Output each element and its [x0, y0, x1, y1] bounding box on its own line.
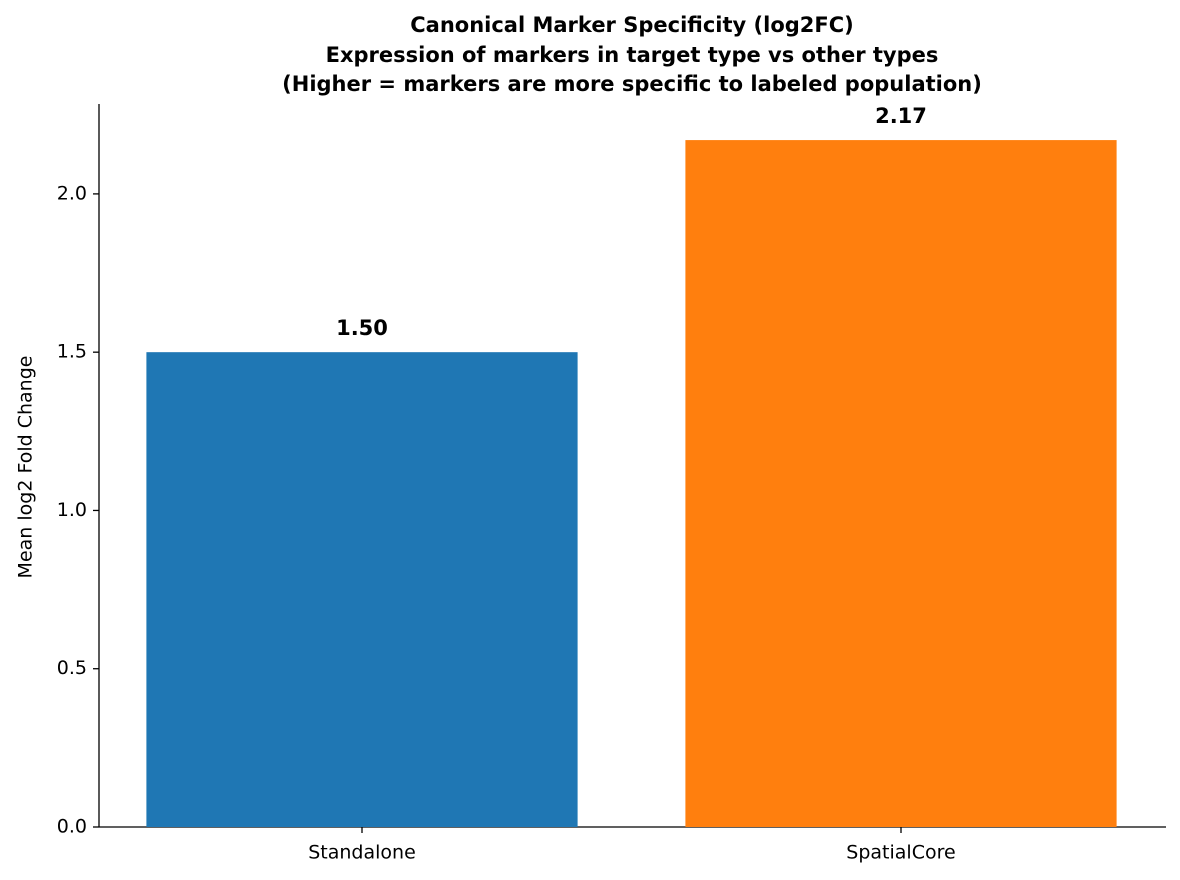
chart-subtitle: Expression of markers in target type vs … [326, 43, 939, 67]
value-label: 2.17 [875, 104, 927, 128]
x-tick-label: Standalone [308, 842, 416, 864]
y-tick-label: 1.0 [57, 499, 87, 521]
chart-title: Canonical Marker Specificity (log2FC) [410, 13, 854, 37]
y-tick-label: 1.5 [57, 341, 87, 363]
y-axis-label: Mean log2 Fold Change [15, 356, 37, 579]
value-label: 1.50 [336, 316, 388, 340]
chart-subtitle: (Higher = markers are more specific to l… [282, 72, 982, 96]
y-tick-label: 0.0 [57, 816, 87, 838]
y-tick-label: 2.0 [57, 182, 87, 204]
y-tick-label: 0.5 [57, 657, 87, 679]
x-tick-label: SpatialCore [846, 842, 955, 864]
bar [146, 352, 578, 827]
bar [685, 140, 1117, 828]
